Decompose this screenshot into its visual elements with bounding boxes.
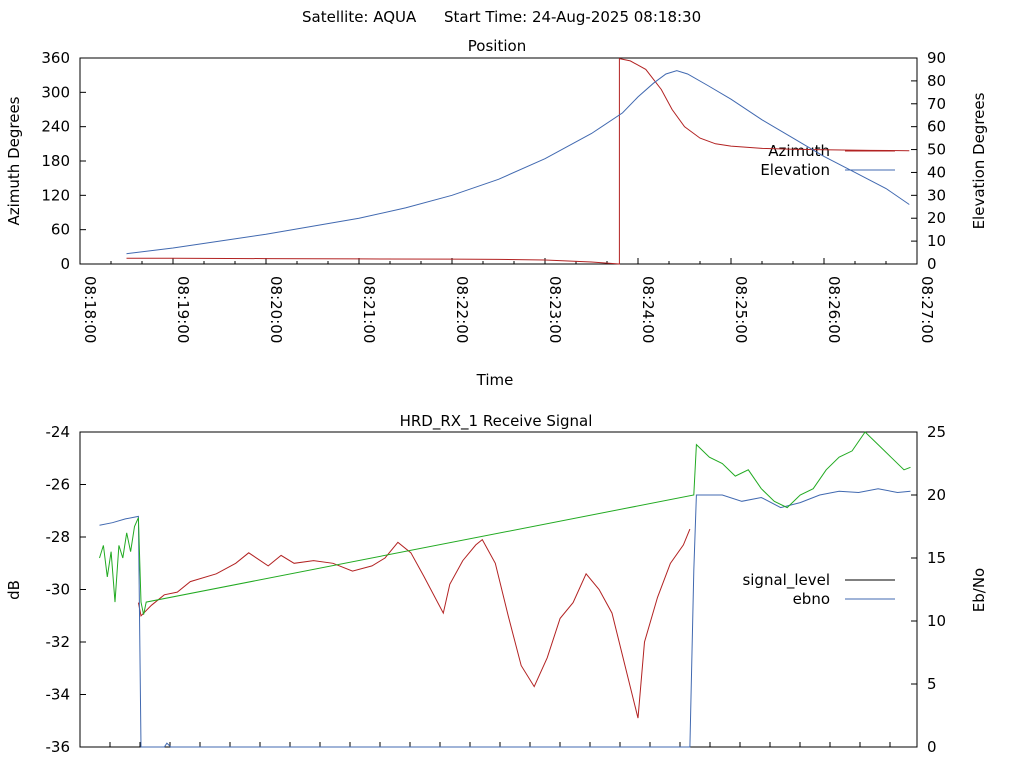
pos-ytick-label: 60 [51, 221, 70, 239]
pos-y2tick-label: 80 [927, 72, 946, 90]
pos-xtick-label: 08:19:00 [174, 276, 192, 343]
signal-title: HRD_RX_1 Receive Signal [400, 412, 593, 431]
pos-ytick-label: 360 [41, 49, 70, 67]
pos-xtick-label: 08:22:00 [453, 276, 471, 343]
legend-label-signal-level: signal_level [742, 571, 830, 590]
pos-y2tick-label: 50 [927, 141, 946, 159]
legend-label-azimuth: Azimuth [768, 142, 830, 160]
sig-ytick-label: -34 [46, 686, 71, 704]
sig-y2tick-label: 25 [927, 423, 946, 441]
pos-y2tick-label: 20 [927, 209, 946, 227]
sig-ytick-label: -32 [46, 633, 71, 651]
sig-y2tick-label: 20 [927, 486, 946, 504]
pos-ytick-label: 300 [41, 83, 70, 101]
pos-y2tick-label: 60 [927, 118, 946, 136]
sig-y2tick-label: 10 [927, 612, 946, 630]
pos-xtick-label: 08:21:00 [360, 276, 378, 343]
pos-y2tick-label: 70 [927, 95, 946, 113]
pos-ytick-label: 120 [41, 186, 70, 204]
pos-xtick-label: 08:23:00 [546, 276, 564, 343]
position-xlabel: Time [476, 371, 514, 389]
legend-label-elevation: Elevation [760, 161, 830, 179]
pos-y2tick-label: 90 [927, 49, 946, 67]
signal-ylabel: dB [5, 580, 23, 600]
sig-ytick-label: -26 [46, 476, 71, 494]
azimuth-line [126, 57, 910, 265]
sig-ytick-label: -30 [46, 581, 71, 599]
elevation-line [126, 70, 910, 255]
sig-ytick-label: -36 [46, 738, 71, 756]
pos-xtick-label: 08:26:00 [825, 276, 843, 343]
pos-ytick-label: 0 [60, 255, 70, 273]
sig-y2tick-label: 15 [927, 549, 946, 567]
pos-xtick-label: 08:27:00 [918, 276, 936, 343]
position-title: Position [468, 37, 526, 55]
pos-y2tick-label: 0 [927, 255, 937, 273]
start-time-label: Start Time: 24-Aug-2025 08:18:30 [444, 8, 701, 26]
position-ylabel: Azimuth Degrees [5, 96, 23, 225]
sig-ytick-label: -24 [46, 423, 71, 441]
ebno-line [99, 488, 911, 748]
pos-ytick-label: 180 [41, 152, 70, 170]
legend-label-ebno: ebno [793, 590, 830, 608]
signal-y2label: Eb/No [970, 568, 988, 612]
pos-xtick-label: 08:20:00 [267, 276, 285, 343]
ebno-quality-line [99, 431, 911, 615]
signal-plot-frame [79, 431, 918, 748]
pos-y2tick-label: 30 [927, 186, 946, 204]
pos-xtick-label: 08:25:00 [732, 276, 750, 343]
pos-xtick-label: 08:24:00 [639, 276, 657, 343]
position-y2label: Elevation Degrees [970, 92, 988, 229]
pos-xtick-label: 08:18:00 [81, 276, 99, 343]
sig-y2tick-label: 0 [927, 738, 937, 756]
pos-y2tick-label: 40 [927, 163, 946, 181]
sig-ytick-label: -28 [46, 528, 71, 546]
pos-ytick-label: 240 [41, 118, 70, 136]
sig-y2tick-label: 5 [927, 675, 937, 693]
pos-y2tick-label: 10 [927, 232, 946, 250]
satellite-label: Satellite: AQUA [302, 8, 417, 26]
signal-level-line [137, 528, 691, 719]
